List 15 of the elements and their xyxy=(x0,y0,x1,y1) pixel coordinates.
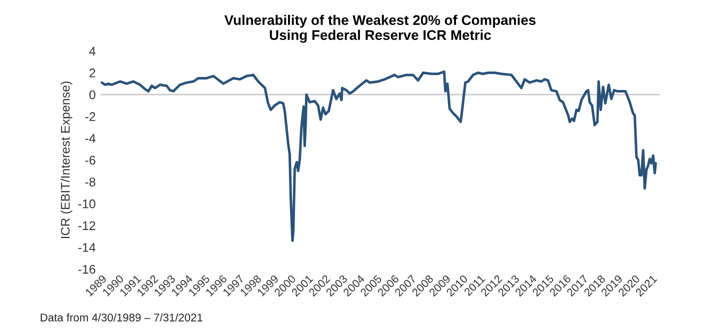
y-tick-label: -2 xyxy=(85,112,96,121)
y-tick-label: -14 xyxy=(78,243,96,252)
y-tick-label: -10 xyxy=(78,199,96,208)
line-series xyxy=(100,70,657,242)
y-tick-label: -12 xyxy=(78,221,96,230)
y-tick-label: 2 xyxy=(90,68,96,78)
text: Data from 4/30/1989 – 7/31/2021 xyxy=(40,313,202,322)
chart-title: Vulnerability of the Weakest 20% of Companies Using Federal Reserve ICR Metric xyxy=(224,14,536,43)
y-tick-label: -8 xyxy=(85,178,96,186)
y-tick-label: -16 xyxy=(78,264,96,274)
y-tick-label: -4 xyxy=(85,134,96,143)
y-tick-label: 4 xyxy=(89,46,96,56)
y-axis-title: ICR (EBIT/Interest Expense) xyxy=(60,82,72,238)
y-tick-label: -6 xyxy=(85,156,96,165)
y-tick-label: 0 xyxy=(89,90,96,100)
